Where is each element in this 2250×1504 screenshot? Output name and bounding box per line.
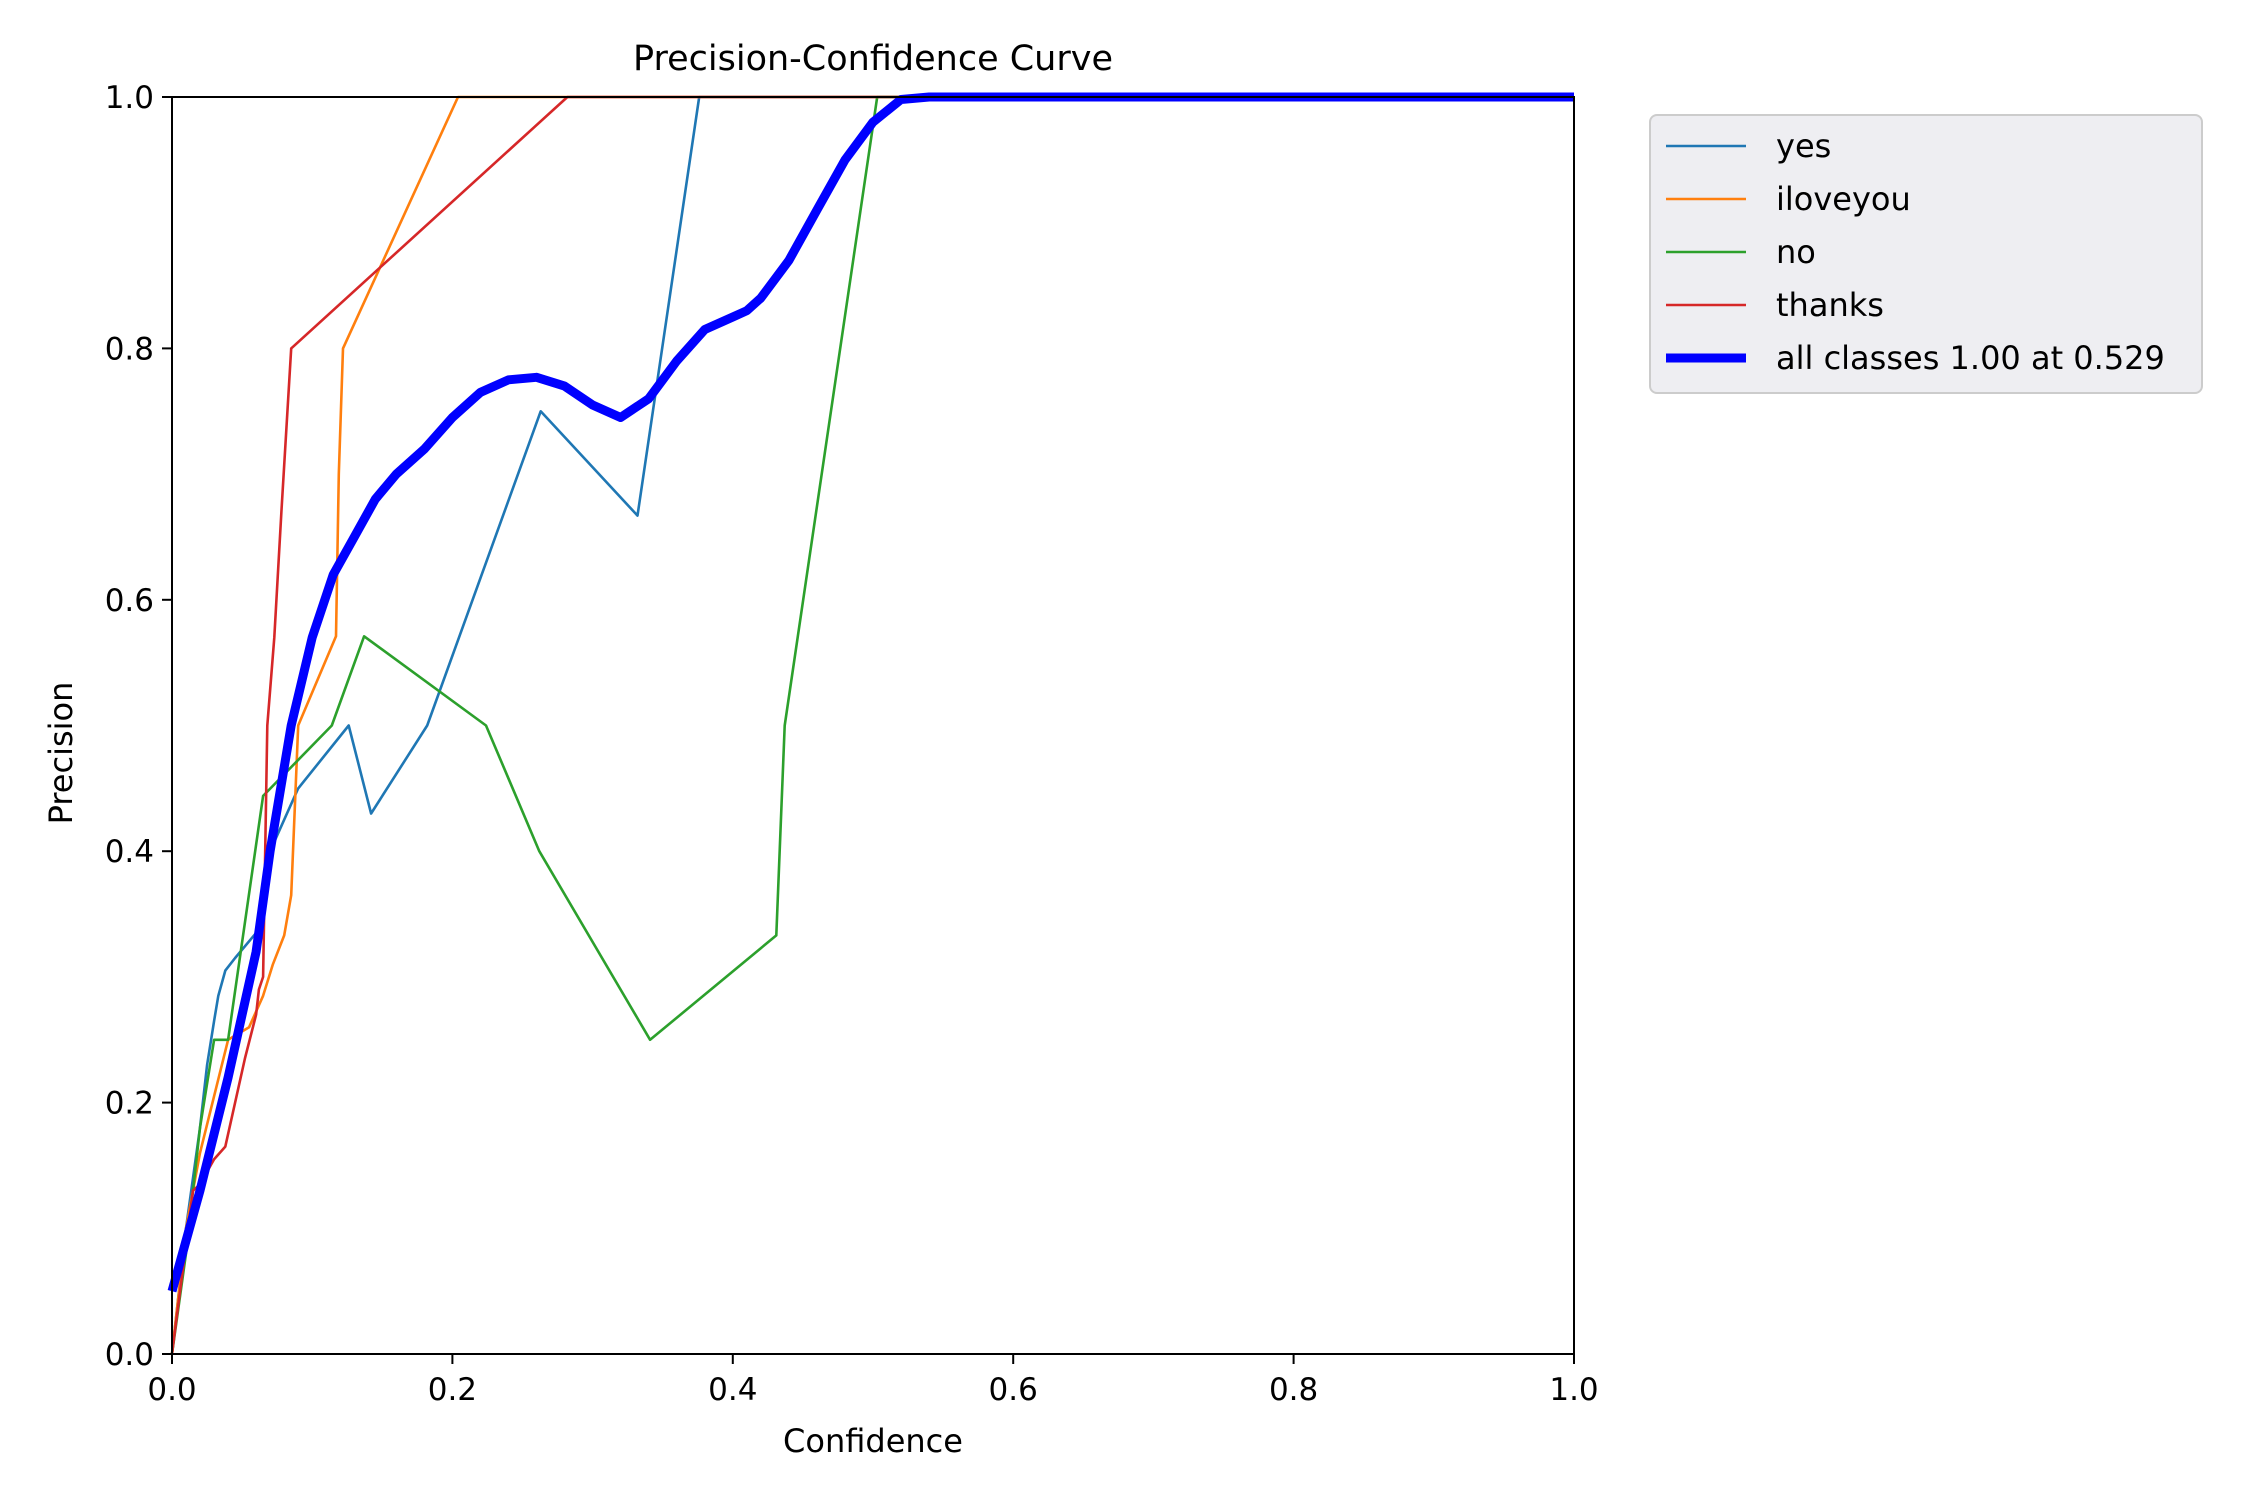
- plot-series-group: [167, 92, 1574, 1355]
- legend-label: no: [1776, 233, 1816, 271]
- x-tick-label: 1.0: [1549, 1372, 1598, 1408]
- y-tick-label: 0.8: [105, 331, 154, 367]
- series-line-all: [167, 92, 1574, 1293]
- legend-label: iloveyou: [1776, 180, 1911, 218]
- x-tick-label: 0.2: [428, 1372, 477, 1408]
- legend-label: yes: [1776, 127, 1831, 165]
- x-tick-label: 0.0: [147, 1372, 196, 1408]
- y-tick-label: 0.6: [105, 583, 154, 619]
- x-tick-label: 0.8: [1269, 1372, 1318, 1408]
- y-tick-label: 0.4: [105, 834, 154, 870]
- y-tick-label: 1.0: [105, 80, 154, 116]
- chart-title: Precision-Confidence Curve: [633, 39, 1113, 79]
- y-tick-label: 0.0: [105, 1337, 154, 1373]
- series-line-thanks: [170, 95, 1574, 1355]
- x-axis-label: Confidence: [783, 1422, 963, 1460]
- legend-items: yes iloveyou no thanks all classes 1.00 at 0…: [1666, 127, 2165, 377]
- legend-label: all classes 1.00 at 0.529: [1776, 339, 2165, 377]
- legend-box: [1649, 114, 2203, 394]
- series-line-iloveyou: [170, 95, 1574, 1355]
- x-tick-label: 0.4: [708, 1372, 757, 1408]
- x-tick-label: 0.6: [989, 1372, 1038, 1408]
- y-axis-label: Precision: [42, 682, 80, 825]
- series-line-no: [170, 95, 1574, 1355]
- x-axis-ticks: 0.0 0.2 0.4 0.6 0.8 1.0: [147, 1354, 1599, 1408]
- y-tick-label: 0.2: [105, 1086, 154, 1122]
- y-axis-ticks: 0.0 0.2 0.4 0.6 0.8 1.0: [105, 80, 172, 1373]
- legend: yes iloveyou no thanks all classes 1.00 at 0…: [1649, 114, 2203, 394]
- series-line-yes: [170, 95, 1574, 1355]
- legend-label: thanks: [1776, 286, 1884, 324]
- plot-area-frame: [171, 96, 1575, 1355]
